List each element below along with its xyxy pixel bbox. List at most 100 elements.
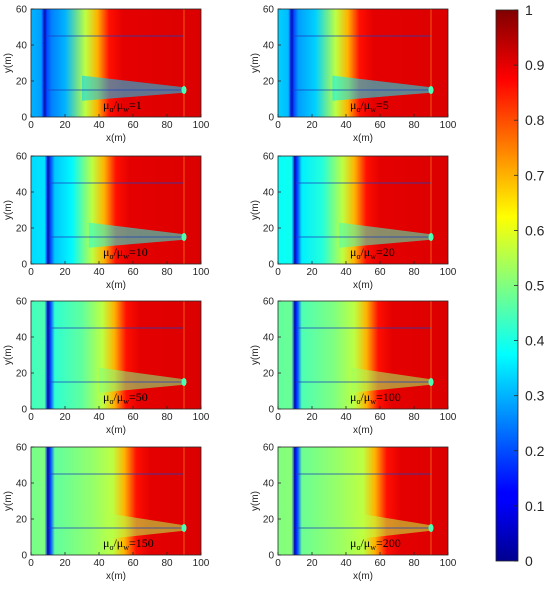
x-tick-label: 40 (93, 267, 105, 278)
x-tick-label: 80 (408, 558, 420, 569)
x-axis-label: x(m) (106, 280, 126, 291)
y-tick-label: 60 (16, 5, 28, 16)
breakthrough-tongue (332, 75, 431, 101)
viscosity-ratio-label: μo/μw=1 (103, 98, 142, 114)
y-tick-label: 0 (268, 551, 274, 562)
axes-box (30, 300, 202, 410)
y-tick-label: 20 (16, 515, 28, 526)
y-axis-label: y(m) (250, 53, 261, 73)
producer-spot (181, 378, 187, 386)
y-tick-label: 60 (263, 152, 275, 163)
x-axis-label: x(m) (353, 571, 373, 582)
x-tick-label: 80 (408, 267, 420, 278)
y-tick-label: 40 (263, 333, 275, 344)
producer-spot (181, 233, 187, 241)
breakthrough-tongue (359, 513, 431, 539)
colorbar-tick-label: 0.6 (525, 222, 545, 238)
x-axis-label: x(m) (106, 425, 126, 436)
x-tick-label: 80 (161, 120, 173, 131)
y-tick-label: 40 (16, 479, 28, 490)
colorbar-tick-label: 1 (525, 2, 533, 18)
x-tick-label: 0 (28, 267, 34, 278)
saturation-field (278, 9, 448, 117)
breakthrough-tongue (88, 222, 184, 248)
colorbar-tick-label: 0.9 (525, 57, 545, 73)
axes-box (277, 300, 449, 410)
viscosity-ratio-label: μo/μw=5 (350, 98, 389, 114)
colorbar-tick-label: 0.5 (525, 278, 545, 294)
x-tick-label: 60 (127, 412, 139, 423)
colorbar-tick-label: 0.1 (525, 498, 545, 514)
x-tick-label: 60 (374, 120, 386, 131)
y-tick-label: 20 (263, 77, 275, 88)
viscosity-ratio-label: μo/μw=150 (103, 536, 154, 552)
y-tick-label: 60 (16, 297, 28, 308)
x-tick-label: 80 (161, 558, 173, 569)
x-tick-label: 0 (28, 558, 34, 569)
x-tick-label: 100 (440, 558, 457, 569)
y-tick-label: 40 (16, 188, 28, 199)
x-tick-label: 0 (275, 412, 281, 423)
producer-spot (181, 86, 187, 94)
colorbar-tick-label: 0.4 (525, 333, 545, 349)
x-tick-label: 0 (275, 558, 281, 569)
x-tick-label: 40 (93, 120, 105, 131)
x-tick-label: 100 (193, 267, 210, 278)
y-tick-label: 0 (268, 113, 274, 124)
y-tick-label: 40 (263, 41, 275, 52)
y-tick-label: 40 (263, 479, 275, 490)
colorbar-tick-label: 0.7 (525, 167, 545, 183)
y-tick-label: 0 (268, 260, 274, 271)
y-tick-label: 60 (16, 443, 28, 454)
y-tick-label: 0 (268, 405, 274, 416)
x-tick-label: 0 (275, 120, 281, 131)
saturation-field (278, 156, 448, 264)
x-tick-label: 80 (408, 120, 420, 131)
colorbar-tick-label: 0.3 (525, 388, 545, 404)
y-tick-label: 20 (16, 224, 28, 235)
y-axis-label: y(m) (250, 345, 261, 365)
y-tick-label: 0 (21, 260, 27, 271)
colorbar-ticks: 0 0.1 0.2 0.3 0.4 0.5 0.6 0.7 0.8 0.9 1 (514, 2, 545, 569)
y-tick-label: 60 (263, 443, 275, 454)
x-axis-label: x(m) (353, 280, 373, 291)
viscosity-ratio-label: μo/μw=50 (103, 390, 148, 406)
axes-box (30, 8, 202, 118)
x-tick-label: 0 (28, 120, 34, 131)
viscosity-ratio-label: μo/μw=20 (350, 245, 395, 261)
x-tick-label: 20 (306, 558, 318, 569)
x-tick-label: 60 (127, 120, 139, 131)
y-axis-label: y(m) (250, 200, 261, 220)
y-tick-label: 20 (263, 224, 275, 235)
x-tick-label: 100 (193, 412, 210, 423)
x-axis-label: x(m) (106, 133, 126, 144)
y-tick-label: 60 (263, 5, 275, 16)
x-tick-label: 40 (340, 558, 352, 569)
y-tick-label: 60 (16, 152, 28, 163)
x-tick-label: 40 (340, 412, 352, 423)
producer-spot (428, 86, 434, 94)
breakthrough-tongue (109, 513, 184, 539)
x-tick-label: 80 (161, 412, 173, 423)
x-tick-label: 40 (93, 412, 105, 423)
y-tick-label: 40 (16, 333, 28, 344)
viscosity-ratio-label: μo/μw=200 (350, 536, 401, 552)
y-tick-label: 40 (263, 188, 275, 199)
x-tick-label: 80 (408, 412, 420, 423)
x-tick-label: 20 (59, 120, 71, 131)
x-tick-label: 100 (193, 558, 210, 569)
breakthrough-tongue (99, 367, 184, 393)
x-tick-label: 0 (275, 267, 281, 278)
x-tick-label: 60 (374, 558, 386, 569)
x-axis-label: x(m) (353, 425, 373, 436)
y-axis-label: y(m) (3, 345, 14, 365)
y-tick-label: 20 (263, 515, 275, 526)
x-tick-label: 20 (306, 412, 318, 423)
axes-box (30, 446, 202, 556)
